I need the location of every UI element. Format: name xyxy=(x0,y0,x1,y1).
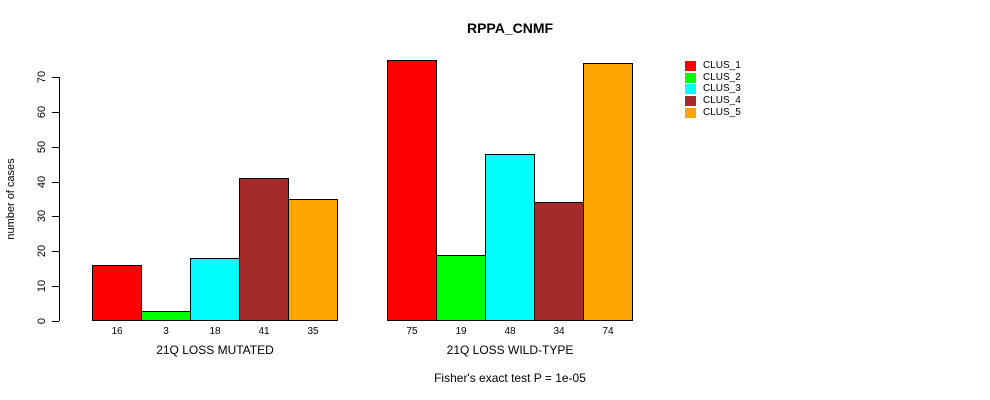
group-label: 21Q LOSS WILD-TYPE xyxy=(446,343,574,357)
bar-value-label: 3 xyxy=(163,326,169,337)
y-axis-line xyxy=(59,77,60,321)
bar-value-label: 18 xyxy=(209,326,221,337)
bar-value-label: 19 xyxy=(455,326,467,337)
legend-label-clus_5: CLUS_5 xyxy=(703,107,741,118)
y-axis-tick xyxy=(52,321,59,322)
y-axis-tick xyxy=(52,216,59,218)
y-axis-tick xyxy=(52,286,59,288)
bar-value-label: 34 xyxy=(553,326,565,337)
legend-swatch-clus_5 xyxy=(685,108,696,118)
legend-swatch-clus_2 xyxy=(685,73,696,83)
bar-clus_1 xyxy=(92,265,142,321)
y-axis-tick xyxy=(52,146,59,148)
bar-value-label: 48 xyxy=(504,326,516,337)
legend-swatch-clus_3 xyxy=(685,84,696,94)
bar-value-label: 75 xyxy=(406,326,418,337)
bar-clus_4 xyxy=(239,178,289,321)
y-axis-tick xyxy=(52,77,59,78)
group-label: 21Q LOSS MUTATED xyxy=(156,343,274,357)
fisher-test-annotation: Fisher's exact test P = 1e-05 xyxy=(434,371,586,385)
bar-value-label: 35 xyxy=(307,326,319,337)
bar-clus_4 xyxy=(534,202,584,321)
bar-clus_3 xyxy=(190,258,240,321)
legend-swatch-clus_4 xyxy=(685,96,696,106)
bar-clus_2 xyxy=(436,255,486,321)
legend-label-clus_1: CLUS_1 xyxy=(703,60,741,71)
bar-value-label: 16 xyxy=(111,326,123,337)
y-axis-tick xyxy=(52,251,59,253)
bar-value-label: 41 xyxy=(258,326,270,337)
legend-label-clus_3: CLUS_3 xyxy=(703,83,741,94)
bar-clus_5 xyxy=(583,63,633,321)
bar-clus_1 xyxy=(387,60,437,321)
bar-clus_2 xyxy=(141,311,191,321)
chart-title: RPPA_CNMF xyxy=(466,20,554,36)
legend-label-clus_4: CLUS_4 xyxy=(703,95,741,106)
bar-clus_5 xyxy=(288,199,338,321)
y-axis-tick xyxy=(52,111,59,113)
bar-clus_3 xyxy=(485,154,535,321)
bar-value-label: 74 xyxy=(602,326,614,337)
legend-swatch-clus_1 xyxy=(685,61,696,71)
legend-label-clus_2: CLUS_2 xyxy=(703,72,741,83)
y-axis-tick xyxy=(52,181,59,183)
